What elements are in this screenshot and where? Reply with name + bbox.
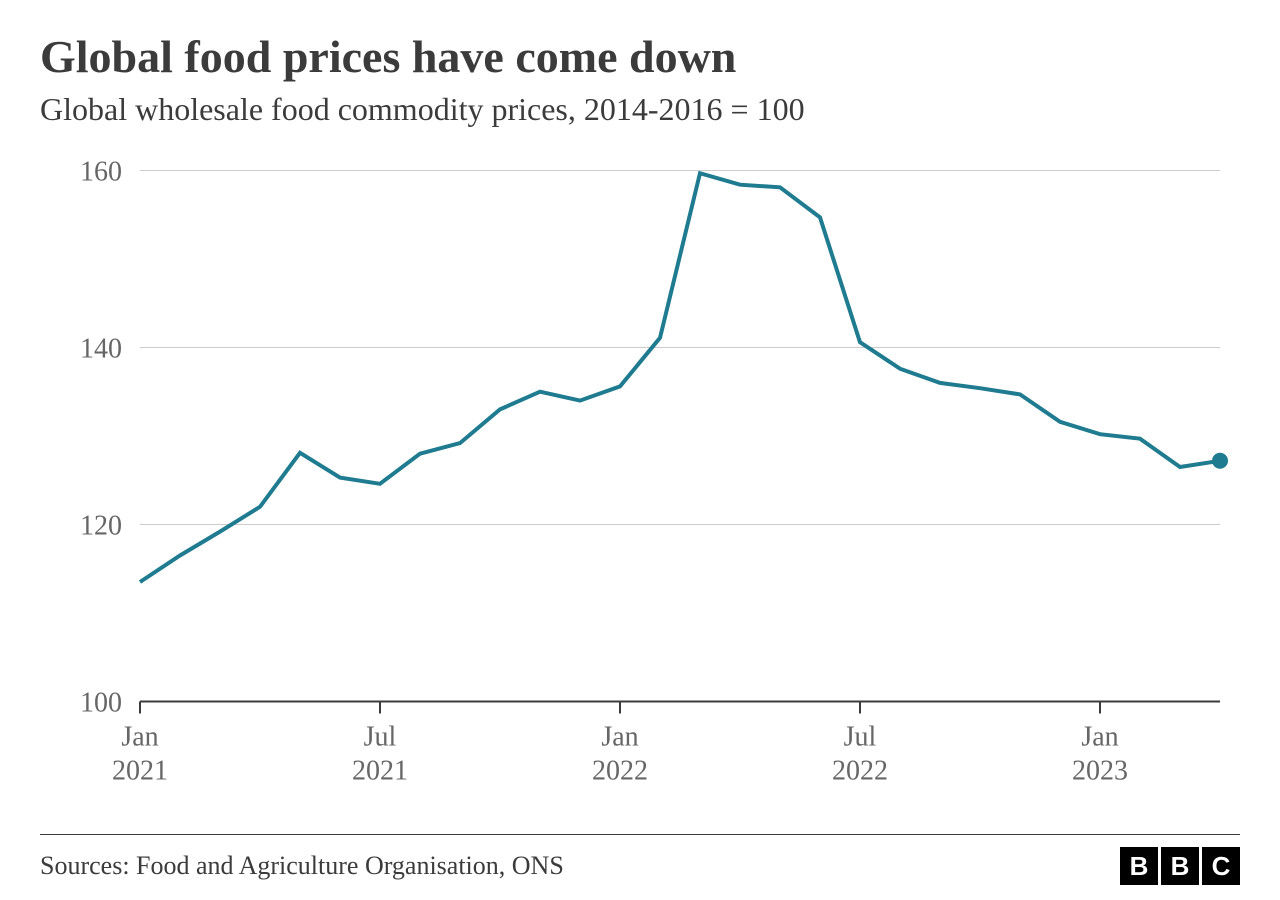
end-marker [1212, 453, 1228, 469]
x-axis-label: 2022 [592, 756, 648, 787]
sources-text: Sources: Food and Agriculture Organisati… [40, 851, 564, 881]
x-axis-label: Jan [121, 722, 158, 753]
bbc-logo-b1: B [1120, 847, 1158, 885]
line-chart-svg: 100120140160Jan2021Jul2021Jan2022Jul2022… [40, 148, 1240, 824]
y-axis-label: 160 [80, 157, 122, 188]
y-axis-label: 140 [80, 334, 122, 365]
chart-title: Global food prices have come down [40, 30, 1240, 83]
x-axis-label: 2023 [1072, 756, 1128, 787]
x-axis-label: 2021 [112, 756, 168, 787]
x-axis-label: 2021 [352, 756, 408, 787]
y-axis-label: 120 [80, 511, 122, 542]
x-axis-label: Jan [601, 722, 638, 753]
bbc-logo: B B C [1120, 847, 1240, 885]
x-axis-label: Jul [364, 722, 397, 753]
data-line [140, 173, 1220, 582]
bbc-logo-c: C [1202, 847, 1240, 885]
chart-footer: Sources: Food and Agriculture Organisati… [40, 834, 1240, 885]
y-axis-label: 100 [80, 688, 122, 719]
chart-area: 100120140160Jan2021Jul2021Jan2022Jul2022… [40, 148, 1240, 824]
x-axis-label: Jan [1081, 722, 1118, 753]
x-axis-label: 2022 [832, 756, 888, 787]
x-axis-label: Jul [844, 722, 877, 753]
chart-subtitle: Global wholesale food commodity prices, … [40, 91, 1240, 128]
bbc-logo-b2: B [1161, 847, 1199, 885]
